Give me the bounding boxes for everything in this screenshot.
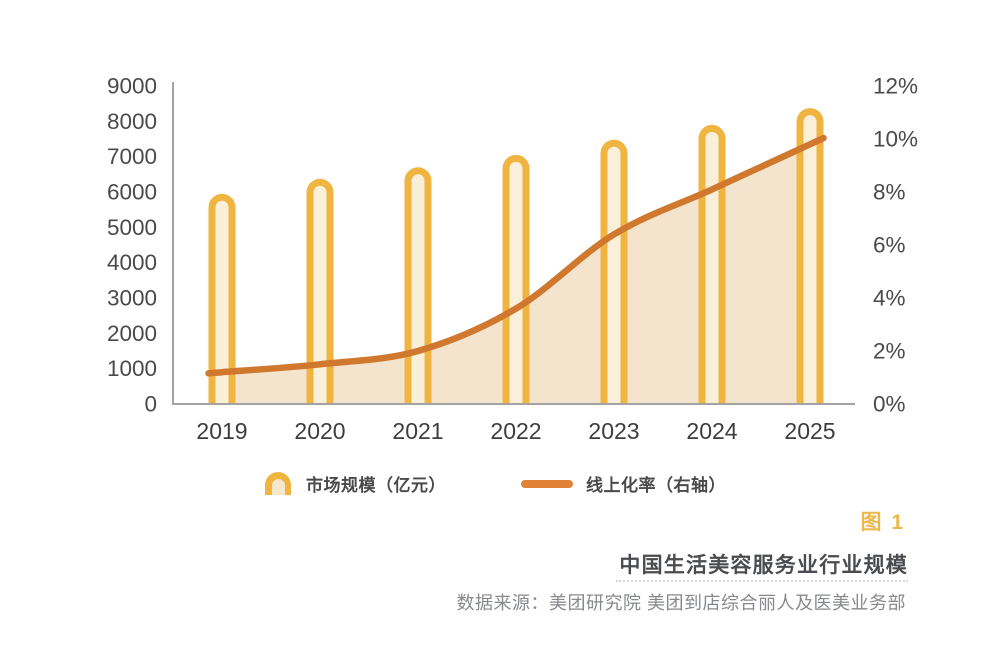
svg-text:5000: 5000 — [107, 215, 157, 240]
x-label-2024: 2024 — [686, 418, 737, 444]
svg-text:2%: 2% — [873, 339, 906, 364]
x-label-2020: 2020 — [294, 418, 345, 444]
figure-number: 图 1 — [860, 511, 905, 534]
x-label-2019: 2019 — [196, 418, 247, 444]
line-series — [205, 134, 827, 377]
axes — [172, 82, 855, 405]
x-label-2021: 2021 — [392, 418, 443, 444]
svg-text:2000: 2000 — [107, 321, 157, 346]
caption-divider — [616, 580, 908, 582]
svg-text:3000: 3000 — [107, 286, 157, 311]
svg-text:8000: 8000 — [107, 109, 157, 134]
svg-text:9000: 9000 — [107, 74, 157, 99]
svg-text:0%: 0% — [873, 392, 906, 417]
svg-text:6%: 6% — [873, 233, 906, 258]
x-axis-labels: 2019 2020 2021 2022 2023 2024 2025 — [196, 418, 835, 444]
area-fill — [208, 138, 824, 404]
data-source: 数据来源：美团研究院 美团到店综合丽人及医美业务部 — [456, 593, 906, 613]
figure-title: 中国生活美容服务业行业规模 — [619, 554, 908, 577]
left-axis-labels: 0 1000 2000 3000 4000 5000 6000 7000 8000 9000 — [107, 74, 157, 417]
x-label-2025: 2025 — [784, 418, 835, 444]
x-label-2022: 2022 — [490, 418, 541, 444]
svg-text:7000: 7000 — [107, 144, 157, 169]
right-axis-labels: 0% 2% 4% 6% 8% 10% 12% — [873, 74, 918, 417]
svg-text:12%: 12% — [873, 74, 918, 99]
svg-text:1000: 1000 — [107, 356, 157, 381]
svg-text:10%: 10% — [873, 127, 918, 152]
svg-text:8%: 8% — [873, 180, 906, 205]
svg-text:4%: 4% — [873, 286, 906, 311]
x-label-2023: 2023 — [588, 418, 639, 444]
svg-text:6000: 6000 — [107, 180, 157, 205]
svg-text:0: 0 — [144, 392, 157, 417]
svg-text:4000: 4000 — [107, 250, 157, 275]
